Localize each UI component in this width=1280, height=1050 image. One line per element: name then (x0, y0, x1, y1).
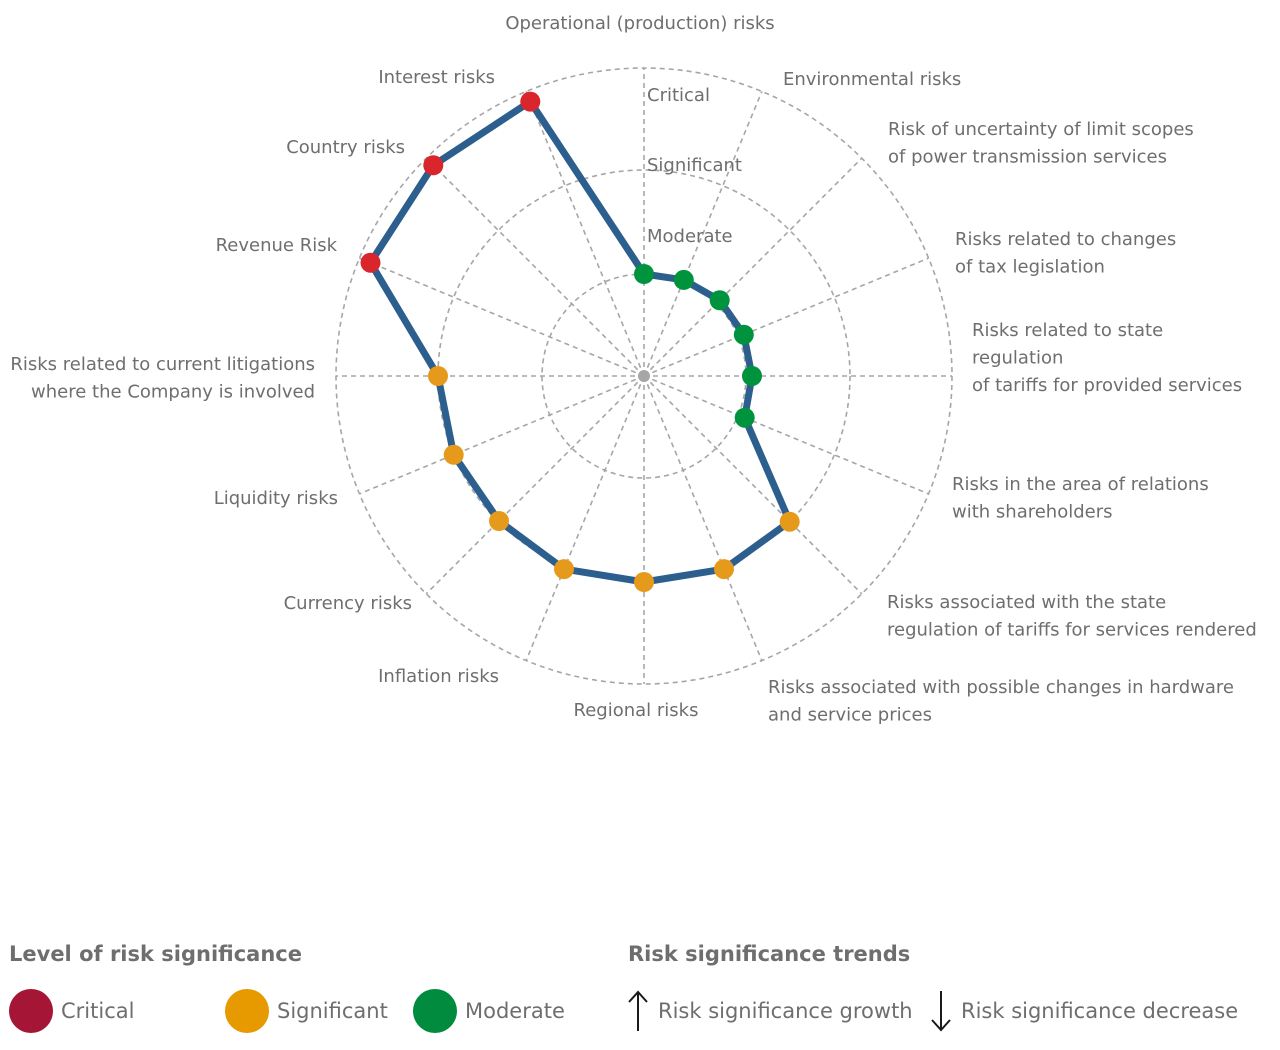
radar-center-dot (638, 370, 650, 382)
category-label-6: Risks in the area of relations with share… (952, 474, 1209, 523)
radar-level-labels: Moderate Significant Critical (647, 85, 742, 247)
risk-point-9 (634, 572, 654, 592)
level-label-significant: Significant (647, 155, 742, 176)
level-label-moderate: Moderate (647, 226, 733, 247)
legend-item-decrease: Risk significance decrease (929, 989, 1238, 1033)
category-label-10: Inflation risks (378, 666, 499, 687)
legend-label-critical: Critical (61, 999, 135, 1023)
legend-dot-critical (9, 989, 53, 1033)
category-label-11: Currency risks (284, 593, 412, 614)
legend-label-decrease: Risk significance decrease (961, 999, 1239, 1023)
radar-spoke-14 (359, 257, 645, 377)
risk-point-1 (634, 264, 654, 284)
legend-item-significant: Significant (225, 989, 388, 1033)
risk-point-10 (554, 559, 574, 580)
legend-item-critical: Critical (9, 989, 134, 1033)
category-label-12: Liquidity risks (214, 488, 338, 509)
risk-point-4 (733, 324, 754, 345)
radar-ring-2 (437, 169, 851, 583)
category-label-2: Environmental risks (783, 69, 961, 90)
category-label-16: Interest risks (378, 67, 495, 88)
radar-spoke-8 (643, 375, 763, 661)
risk-point-2 (673, 269, 694, 290)
risk-point-15 (423, 155, 444, 176)
risk-point-5 (742, 366, 762, 386)
legend-dot-moderate (413, 989, 457, 1033)
radar-spoke-6 (643, 375, 929, 495)
legend-item-growth: Risk significance growth (626, 989, 913, 1033)
category-label-4: Risks related to changes of tax legislati… (955, 229, 1176, 278)
legend-label-moderate: Moderate (465, 999, 565, 1023)
radar-spoke-2 (643, 91, 763, 377)
legend-trends-title: Risk significance trends (628, 942, 911, 966)
risk-point-3 (709, 290, 730, 311)
legend-item-moderate: Moderate (413, 989, 565, 1033)
risk-point-7 (779, 511, 800, 532)
radar-spoke-4 (643, 257, 929, 377)
legend-label-significant: Significant (277, 999, 388, 1023)
risk-point-12 (443, 444, 464, 465)
radar-category-labels: Operational (production) risks Environmen… (10, 13, 1256, 726)
radar-spoke-15 (425, 157, 645, 377)
radar-spoke-7 (643, 375, 863, 595)
risk-point-14 (360, 252, 381, 273)
category-label-13: Risks related to current litigations wher… (10, 354, 315, 403)
risk-point-6 (734, 407, 755, 428)
risk-radar-chart: Moderate Significant Critical Operational … (10, 13, 1256, 726)
category-label-3: Risk of uncertainty of limit scopes of po… (888, 119, 1194, 168)
risk-point-16 (520, 91, 541, 112)
risk-point-13 (428, 366, 448, 386)
category-label-14: Revenue Risk (216, 235, 338, 256)
legend-significance-title: Level of risk significance (9, 942, 302, 966)
arrow-up-icon (628, 990, 648, 1031)
legend-label-growth: Risk significance growth (658, 999, 913, 1023)
radar-spoke-3 (643, 157, 863, 377)
risk-point-11 (489, 511, 509, 531)
legend-dot-significant (225, 989, 269, 1033)
risk-point-8 (714, 559, 734, 580)
category-label-7: Risks associated with the state regulatio… (887, 592, 1257, 641)
radar-series (360, 91, 800, 592)
radar-spoke-10 (525, 375, 645, 661)
category-label-8: Risks associated with possible changes i… (768, 677, 1234, 726)
radar-spoke-11 (425, 375, 645, 595)
category-label-1: Operational (production) risks (505, 13, 774, 34)
radar-spoke-16 (525, 91, 645, 377)
category-label-15: Country risks (286, 137, 405, 158)
category-label-5: Risks related to state regulation of tarif… (972, 320, 1242, 396)
level-label-critical: Critical (647, 85, 710, 106)
radar-spoke-12 (359, 375, 645, 495)
category-label-9: Regional risks (574, 700, 699, 721)
radar-grid (335, 67, 953, 685)
arrow-down-icon (931, 991, 951, 1032)
